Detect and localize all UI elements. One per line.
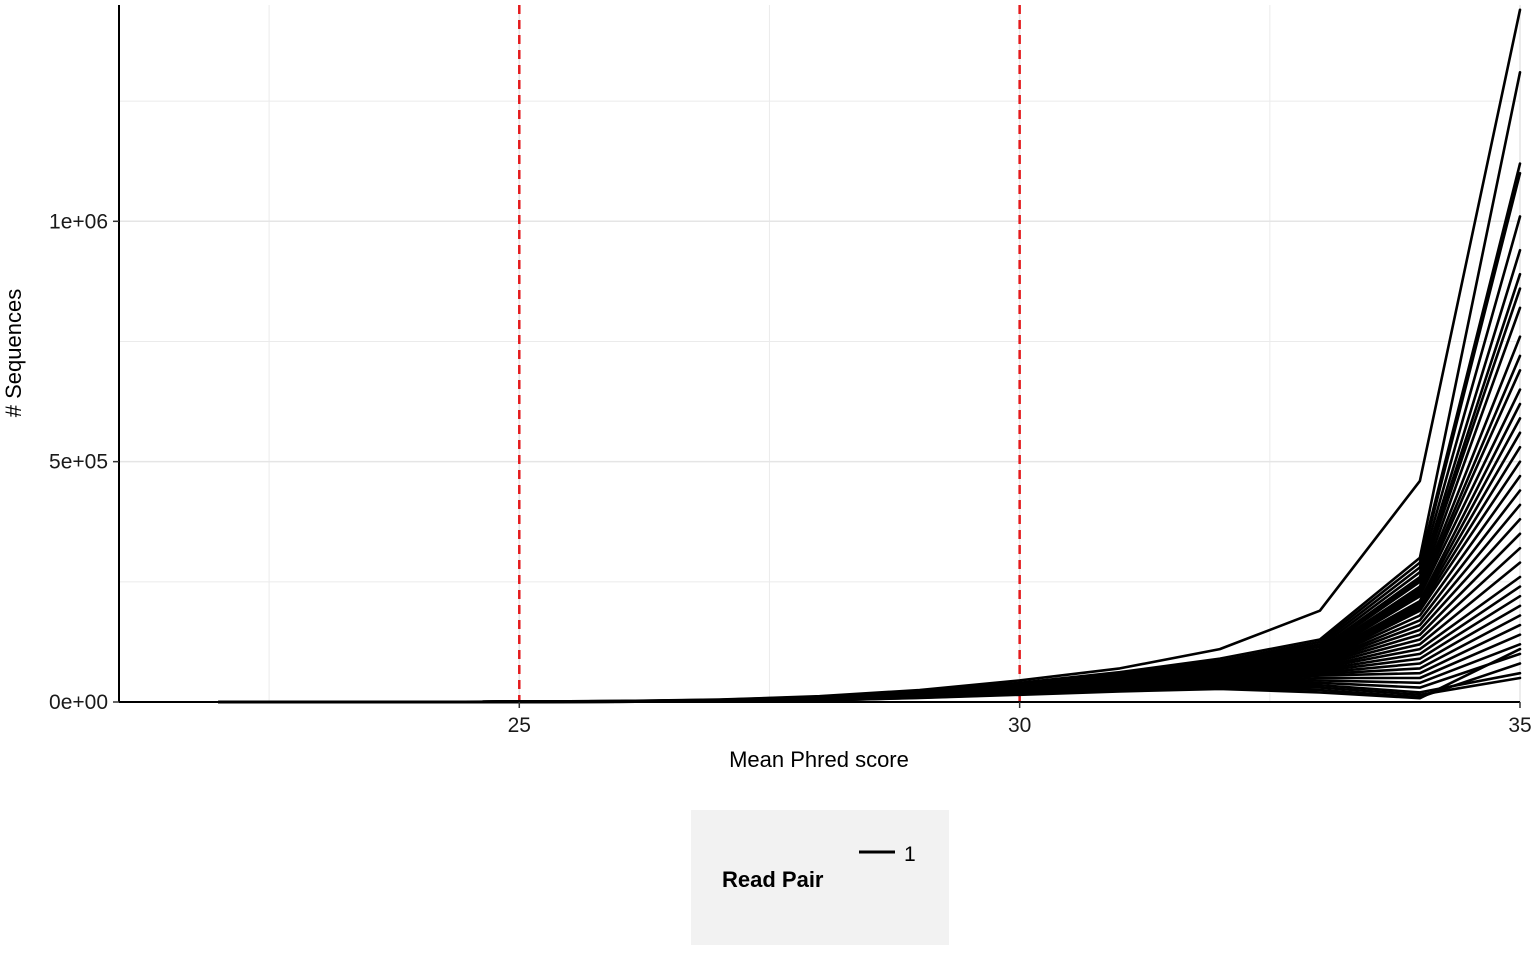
axis-ticks: 25 30 35 0e+00 5e+05 1e+06: [49, 210, 1532, 737]
series-line: [217, 171, 1522, 704]
x-axis-title: Mean Phred score: [729, 747, 909, 772]
x-tick-label: 30: [1008, 714, 1031, 737]
legend-entry-label: 1: [904, 843, 916, 866]
reference-lines: [518, 5, 1021, 702]
legend-title: Read Pair: [722, 867, 824, 892]
y-axis-title: # Sequences: [1, 289, 26, 417]
gridlines: [119, 5, 1521, 703]
series-line: [217, 71, 1522, 704]
series-line: [217, 215, 1522, 704]
axes: [118, 5, 1520, 703]
legend-background: [691, 810, 949, 945]
series-line: [217, 8, 1522, 704]
series-lines: [217, 8, 1522, 704]
x-tick-label: 35: [1508, 714, 1531, 737]
y-tick-label: 0e+00: [49, 691, 108, 714]
y-tick-label: 5e+05: [49, 451, 108, 474]
x-tick-label: 25: [508, 714, 531, 737]
y-tick-label: 1e+06: [49, 210, 108, 233]
legend: Read Pair 1: [691, 810, 949, 945]
series-line: [217, 162, 1522, 704]
